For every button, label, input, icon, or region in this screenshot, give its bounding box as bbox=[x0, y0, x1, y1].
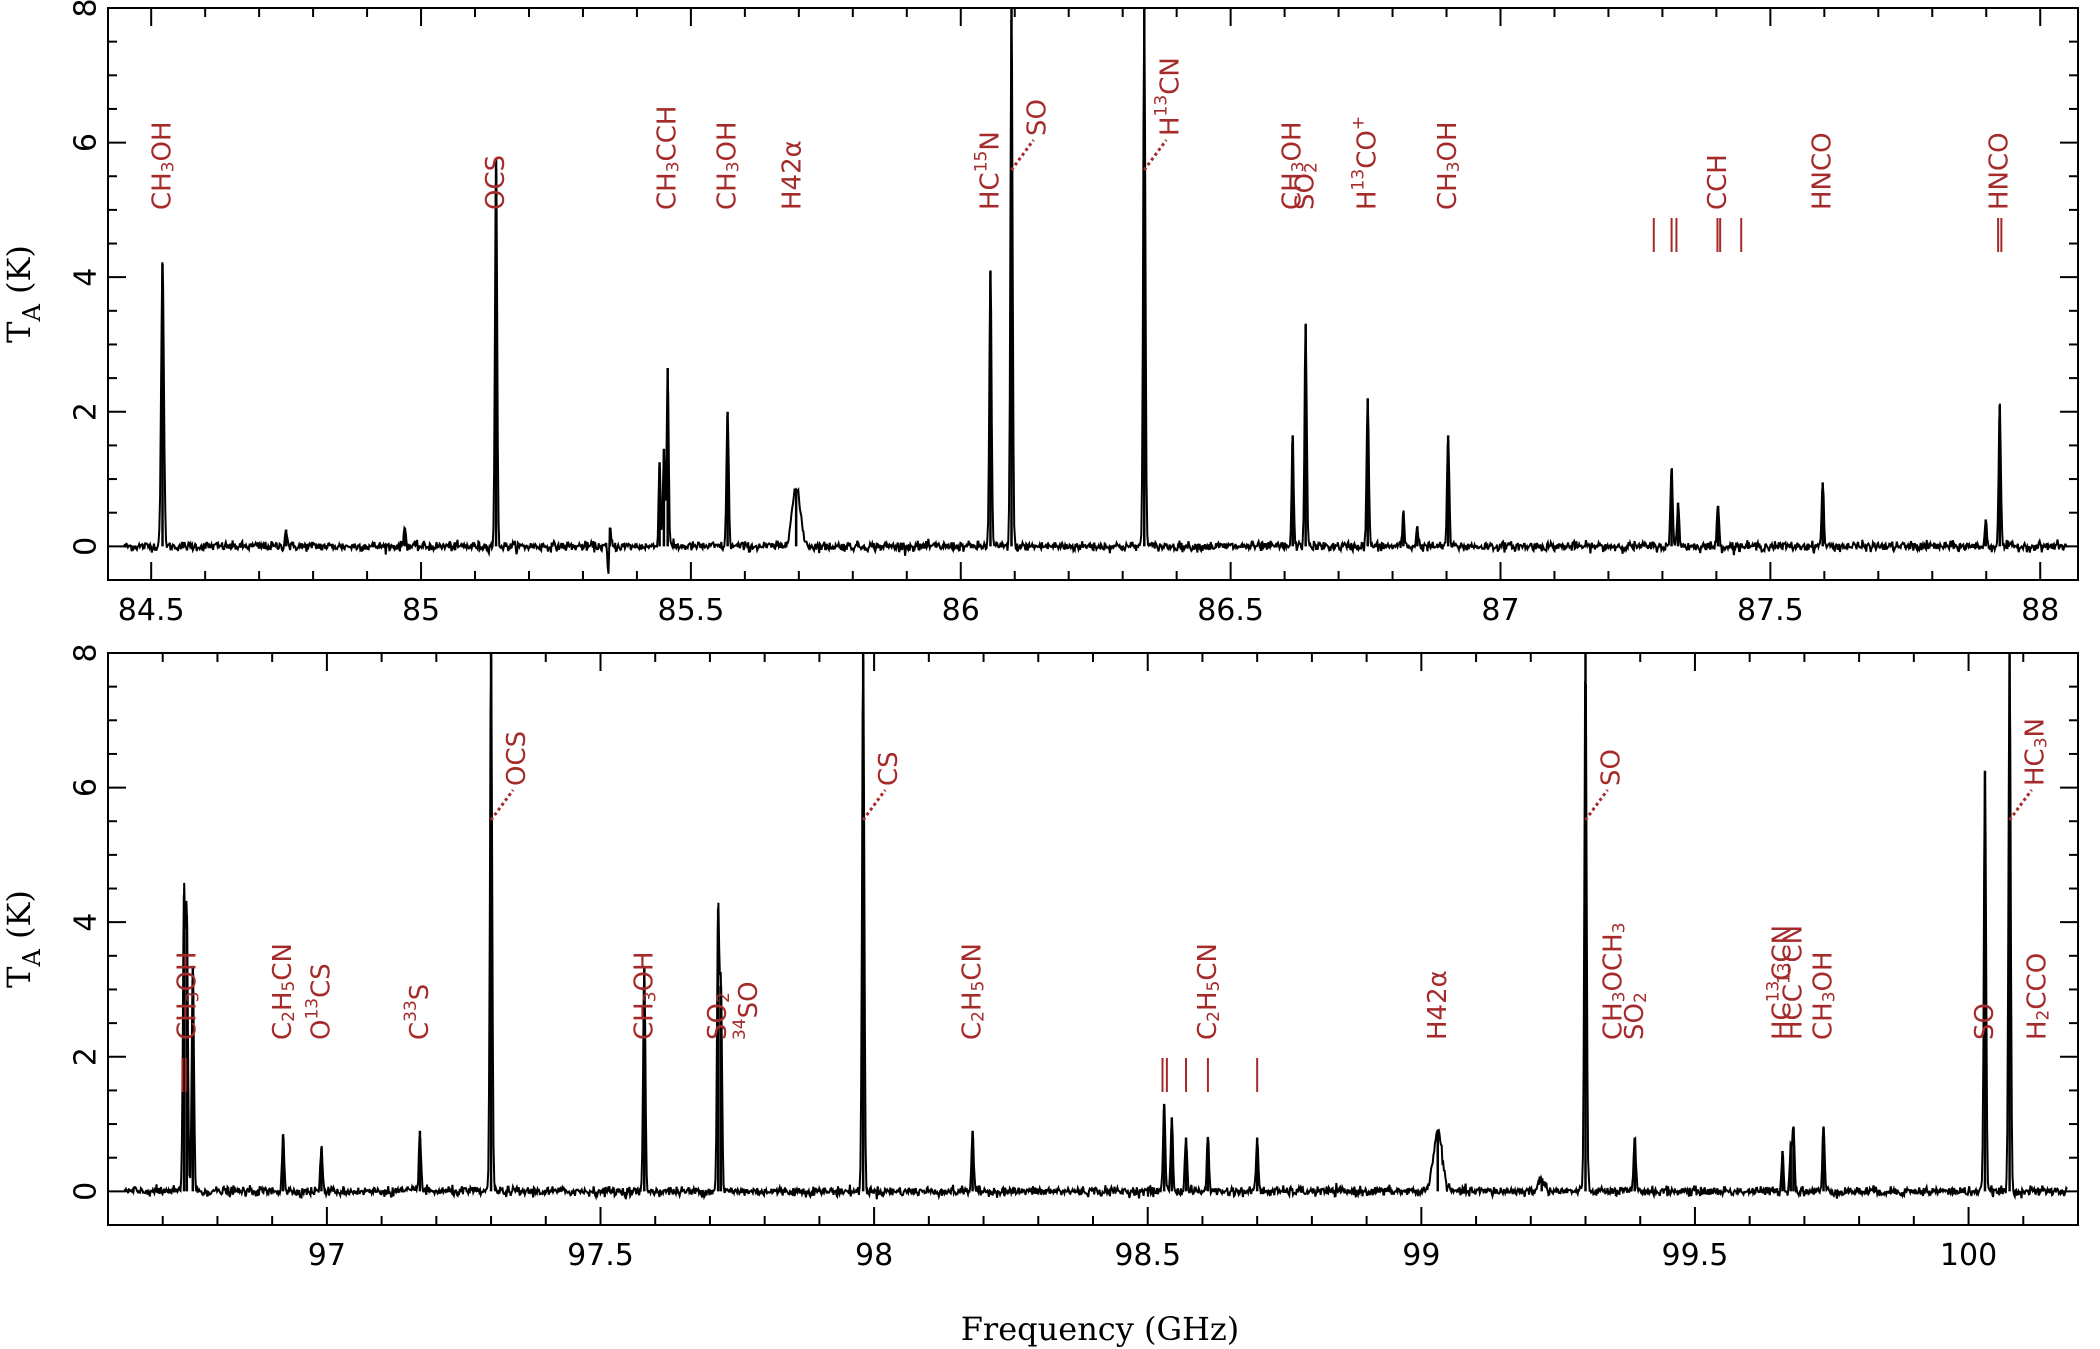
y-tick-label: 2 bbox=[69, 1047, 104, 1066]
x-tick-label: 97.5 bbox=[567, 1238, 634, 1273]
label-connector bbox=[1584, 789, 1609, 821]
bottom-spectrum-panel: 97 97.5 98 98.5 99 99.5 100 0 2 4 6 8 TA (K) CH3​OH C2… bbox=[0, 643, 2079, 1273]
x-tick-label: 98.5 bbox=[1114, 1238, 1181, 1273]
x-tick-label: 97 bbox=[308, 1238, 346, 1273]
label-connector bbox=[861, 789, 887, 821]
molecule-label: C2​H5​CN bbox=[1193, 943, 1224, 1040]
molecule-label: CH3​OH bbox=[1278, 121, 1309, 210]
spectrum-trace bbox=[123, 7, 2068, 574]
top-spectrum-panel: 84.5 85 85.5 86 86.5 87 87.5 88 0 2 4 6 8 TA (K) CH3​O… bbox=[0, 0, 2079, 628]
x-tick-label: 99 bbox=[1402, 1238, 1440, 1273]
molecule-label: CH3​OH bbox=[148, 121, 179, 210]
molecule-label: CH3​OH bbox=[1433, 121, 1464, 210]
x-tick-label: 88 bbox=[2021, 593, 2059, 628]
molecule-label: CS bbox=[874, 751, 904, 786]
label-connector bbox=[2008, 789, 2033, 821]
y-tick-label: 2 bbox=[69, 402, 104, 421]
y-tick-label: 4 bbox=[69, 268, 104, 287]
molecule-label: C33​S bbox=[401, 984, 435, 1040]
molecule-label: CH3​OH bbox=[629, 951, 660, 1040]
molecule-label: CH3​OH bbox=[1809, 951, 1840, 1040]
label-connector bbox=[489, 789, 515, 821]
molecule-label: CCH bbox=[1703, 154, 1733, 210]
y-tick-label: 8 bbox=[69, 0, 104, 18]
molecule-label: SO bbox=[1597, 749, 1627, 786]
molecule-label: HC3​N bbox=[2021, 718, 2052, 786]
x-tick-label: 87 bbox=[1481, 593, 1519, 628]
molecule-label: OCS bbox=[481, 155, 511, 210]
molecule-label: H13​CN bbox=[1151, 57, 1185, 136]
y-axis-label: TA (K) bbox=[0, 890, 46, 988]
molecule-label: HCC13​CN bbox=[1774, 925, 1808, 1040]
x-tick-label: 98 bbox=[855, 1238, 893, 1273]
x-tick-label: 86 bbox=[942, 593, 980, 628]
molecule-label: SO bbox=[1970, 1003, 2000, 1040]
molecule-label: H2​CCO bbox=[2023, 953, 2054, 1040]
molecule-label: HC15​N bbox=[971, 131, 1005, 210]
molecule-label: HNCO bbox=[1985, 132, 2015, 210]
x-tick-label: 84.5 bbox=[118, 593, 185, 628]
molecule-label: SO2​ bbox=[1620, 992, 1651, 1040]
y-tick-label: 0 bbox=[69, 1182, 104, 1201]
molecule-label: CH3​OCH3​ bbox=[1599, 922, 1630, 1040]
y-tick-label: 6 bbox=[69, 133, 104, 152]
plot-frame bbox=[107, 7, 2079, 581]
y-tick-label: 0 bbox=[69, 537, 104, 556]
molecule-label: H42α bbox=[1423, 970, 1453, 1040]
x-axis-label: Frequency (GHz) bbox=[961, 1310, 1240, 1348]
molecule-label: CH3​OH bbox=[713, 121, 744, 210]
molecule-label: O13​CS bbox=[302, 963, 336, 1040]
molecule-label: CH3​CCH bbox=[653, 106, 684, 210]
y-axis-label: TA (K) bbox=[0, 245, 46, 343]
y-tick-label: 4 bbox=[69, 913, 104, 932]
molecule-label: HC13​CCN bbox=[1764, 925, 1798, 1040]
y-tick-label: 8 bbox=[69, 643, 104, 662]
x-tick-label: 100 bbox=[1940, 1238, 1997, 1273]
x-tick-label: 99.5 bbox=[1662, 1238, 1729, 1273]
x-tick-label: 86.5 bbox=[1197, 593, 1264, 628]
molecule-label: CH3​OH bbox=[172, 951, 203, 1040]
molecule-label: 34​SO bbox=[730, 981, 764, 1040]
molecule-label: H13​CO+​ bbox=[1349, 116, 1383, 210]
molecule-label: SO2​ bbox=[703, 992, 734, 1040]
x-tick-label: 85 bbox=[402, 593, 440, 628]
x-tick-label: 85.5 bbox=[658, 593, 725, 628]
molecule-label: SO bbox=[1023, 99, 1053, 136]
molecule-label: SO2​ bbox=[1291, 162, 1322, 210]
molecule-label: C2​H5​CN bbox=[958, 943, 989, 1040]
label-connector bbox=[1143, 139, 1168, 171]
molecule-label: HNCO bbox=[1808, 132, 1838, 210]
spectrum-trace bbox=[123, 652, 2068, 1201]
x-tick-label: 87.5 bbox=[1737, 593, 1804, 628]
label-connector bbox=[1010, 139, 1035, 171]
y-tick-label: 6 bbox=[69, 778, 104, 797]
molecule-label: H42α bbox=[777, 140, 807, 210]
molecule-label: OCS bbox=[502, 731, 532, 786]
molecule-label: C2​H5​CN bbox=[268, 943, 299, 1040]
